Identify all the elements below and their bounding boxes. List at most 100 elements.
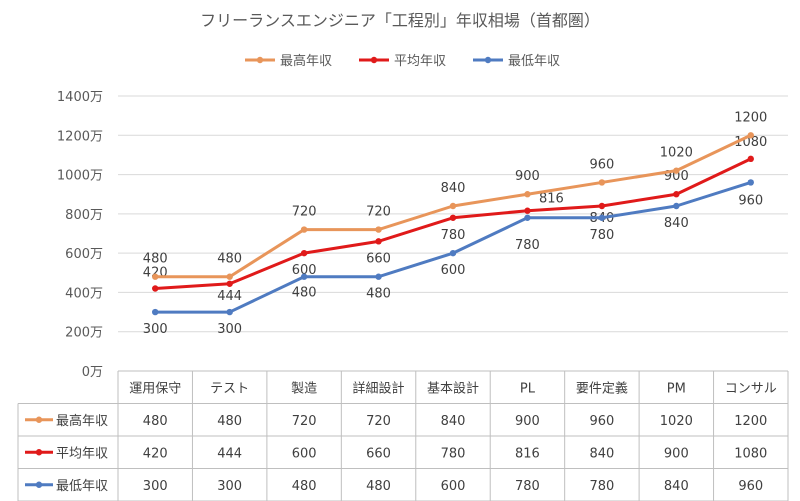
table-cell: 420	[143, 446, 168, 461]
data-label: 816	[539, 192, 564, 207]
table-legend-marker	[35, 449, 43, 456]
table-header-cell: 製造	[291, 381, 317, 396]
data-point	[747, 155, 754, 163]
data-label: 1020	[660, 146, 693, 161]
legend-label: 最高年収	[280, 53, 332, 69]
table-cell: 660	[366, 446, 391, 461]
data-label: 720	[366, 205, 391, 220]
data-label: 780	[441, 228, 466, 243]
table-cell: 780	[589, 479, 614, 494]
data-label: 480	[366, 287, 391, 302]
table-header-cell: 運用保守	[129, 381, 181, 396]
data-label: 300	[217, 322, 242, 337]
data-label: 600	[292, 263, 317, 278]
data-label: 960	[589, 157, 614, 172]
table-cell: 780	[515, 479, 540, 494]
table-cell: 480	[217, 414, 242, 429]
y-tick-label: 1200万	[57, 129, 103, 144]
table-cell: 720	[366, 414, 391, 429]
table-header-cell: 要件定義	[576, 380, 628, 396]
y-tick-label: 1400万	[57, 90, 103, 105]
table-row-label: 最低年収	[56, 479, 108, 494]
legend-marker	[370, 56, 378, 64]
data-label: 444	[217, 289, 242, 304]
table-row-label: 平均年収	[56, 446, 108, 461]
data-point	[449, 202, 457, 210]
table-cell: 720	[292, 414, 317, 429]
y-tick-label: 400万	[65, 286, 103, 301]
table-cell: 1200	[734, 414, 767, 429]
table-cell: 840	[441, 414, 466, 429]
data-point	[226, 308, 233, 316]
data-point	[375, 273, 382, 280]
y-tick-label: 800万	[65, 208, 103, 223]
table-cell: 600	[441, 479, 466, 494]
data-point	[673, 202, 680, 210]
legend-marker	[256, 56, 264, 64]
data-label: 840	[664, 216, 689, 231]
table-cell: 960	[589, 414, 614, 429]
table-cell: 780	[441, 446, 466, 461]
data-point	[747, 179, 754, 186]
data-point	[524, 214, 531, 221]
data-point	[524, 191, 531, 198]
data-point	[375, 238, 382, 245]
data-label: 780	[589, 228, 614, 243]
data-point	[598, 202, 606, 210]
table-cell: 600	[292, 446, 317, 461]
data-point	[152, 273, 159, 280]
legend-marker	[484, 56, 492, 64]
table-cell: 840	[589, 446, 614, 461]
table-cell: 1020	[660, 414, 693, 429]
data-label: 720	[292, 205, 317, 220]
data-point	[673, 191, 680, 198]
data-point	[300, 249, 308, 257]
data-point	[449, 249, 457, 257]
table-cell: 480	[366, 479, 391, 494]
data-point	[300, 273, 308, 280]
table-header-cell: コンサル	[725, 381, 777, 396]
chart-title: フリーランスエンジニア「工程別」年収相場（首都圏）	[200, 11, 600, 30]
table-header-cell: テスト	[210, 381, 249, 396]
data-label: 600	[441, 263, 466, 278]
y-tick-label: 600万	[65, 247, 103, 262]
table-cell: 900	[664, 446, 689, 461]
table-header-cell: PL	[520, 381, 536, 396]
data-point	[226, 280, 233, 287]
table-cell: 444	[217, 446, 242, 461]
data-label: 960	[738, 193, 763, 208]
data-point	[449, 214, 457, 221]
data-point	[673, 167, 680, 174]
data-label: 480	[292, 286, 317, 301]
table-cell: 480	[292, 479, 317, 494]
legend: 最高年収 平均年収 最低年収	[245, 53, 560, 69]
data-label: 900	[515, 169, 540, 184]
table-cell: 900	[515, 414, 540, 429]
data-point	[375, 226, 382, 233]
table-cell: 960	[738, 479, 763, 494]
data-label: 1200	[734, 110, 767, 125]
table-header-cell: PM	[667, 381, 686, 396]
table-cell: 300	[143, 479, 168, 494]
data-point	[598, 179, 606, 186]
data-point	[152, 285, 159, 292]
data-point	[598, 214, 606, 221]
data-label: 480	[217, 252, 242, 267]
table-cell: 840	[664, 479, 689, 494]
table-cell: 480	[143, 414, 168, 429]
table-cell: 1080	[734, 446, 767, 461]
data-point	[747, 132, 754, 139]
table-cell: 300	[217, 479, 242, 494]
table-row-label: 最高年収	[56, 413, 108, 429]
y-axis: 0万 200万 400万 600万 800万 1000万 1200万 1400万	[57, 90, 103, 380]
table-header-cell: 詳細設計	[353, 380, 405, 396]
legend-label: 平均年収	[394, 54, 446, 69]
table-legend-marker	[35, 481, 43, 488]
y-tick-label: 200万	[65, 326, 103, 341]
table-cell: 816	[515, 446, 540, 461]
data-point	[300, 226, 308, 233]
